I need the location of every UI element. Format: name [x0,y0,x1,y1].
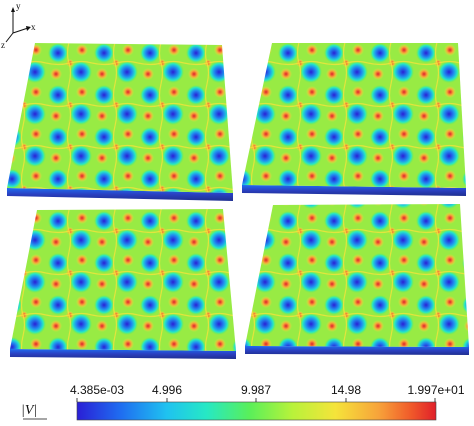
slab-top-surface [7,43,233,193]
slab-top-surface [10,209,236,351]
colorbar-tick-label-min: 4.385e-03 [70,383,124,397]
slab-top-surface [245,204,469,347]
x-axis-arrow [12,27,29,34]
field-panel-bottom-left [10,209,236,359]
colorbar-title: |V| [21,403,37,418]
slab-side [10,349,236,359]
axes-orientation-indicator: y x z [1,1,36,50]
y-arrowhead-icon [11,7,15,12]
x-arrowhead-icon [26,26,31,31]
colorbar-legend: |V| 4.385e-03 4.996 9.987 14.98 1.997e+0… [21,383,465,421]
field-panel-top-right [242,43,466,196]
z-axis-arrow [5,32,14,43]
colorbar-tick-label: 9.987 [241,383,271,397]
colorbar-tick-label: 4.996 [152,383,182,397]
colorbar-tick-label: 14.98 [331,383,361,397]
y-axis-label: y [16,1,21,11]
field-panel-top-left [7,43,233,201]
slab-side [242,185,466,196]
slab-side [245,346,469,355]
colorbar-gradient [76,401,437,421]
field-panel-bottom-right [245,204,469,355]
colorbar-tick-label-max: 1.997e+01 [407,383,464,397]
x-axis-label: x [31,22,36,32]
slab-top-surface [242,43,466,188]
z-axis-label: z [1,40,5,50]
slab-side [7,188,233,201]
